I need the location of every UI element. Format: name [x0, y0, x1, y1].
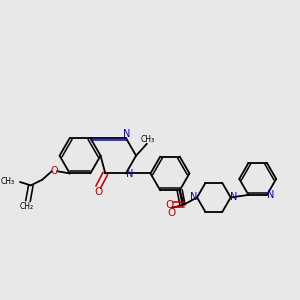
Text: O: O [50, 166, 58, 176]
Text: CH₃: CH₃ [1, 178, 15, 187]
Text: CH₂: CH₂ [20, 202, 34, 211]
Text: N: N [123, 129, 130, 139]
Text: N: N [190, 192, 197, 202]
Text: CH₃: CH₃ [140, 135, 154, 144]
Text: N: N [126, 169, 133, 179]
Text: N: N [267, 190, 274, 200]
Text: O: O [167, 208, 175, 218]
Text: O: O [94, 187, 102, 197]
Text: N: N [230, 192, 238, 202]
Text: O: O [166, 200, 174, 209]
